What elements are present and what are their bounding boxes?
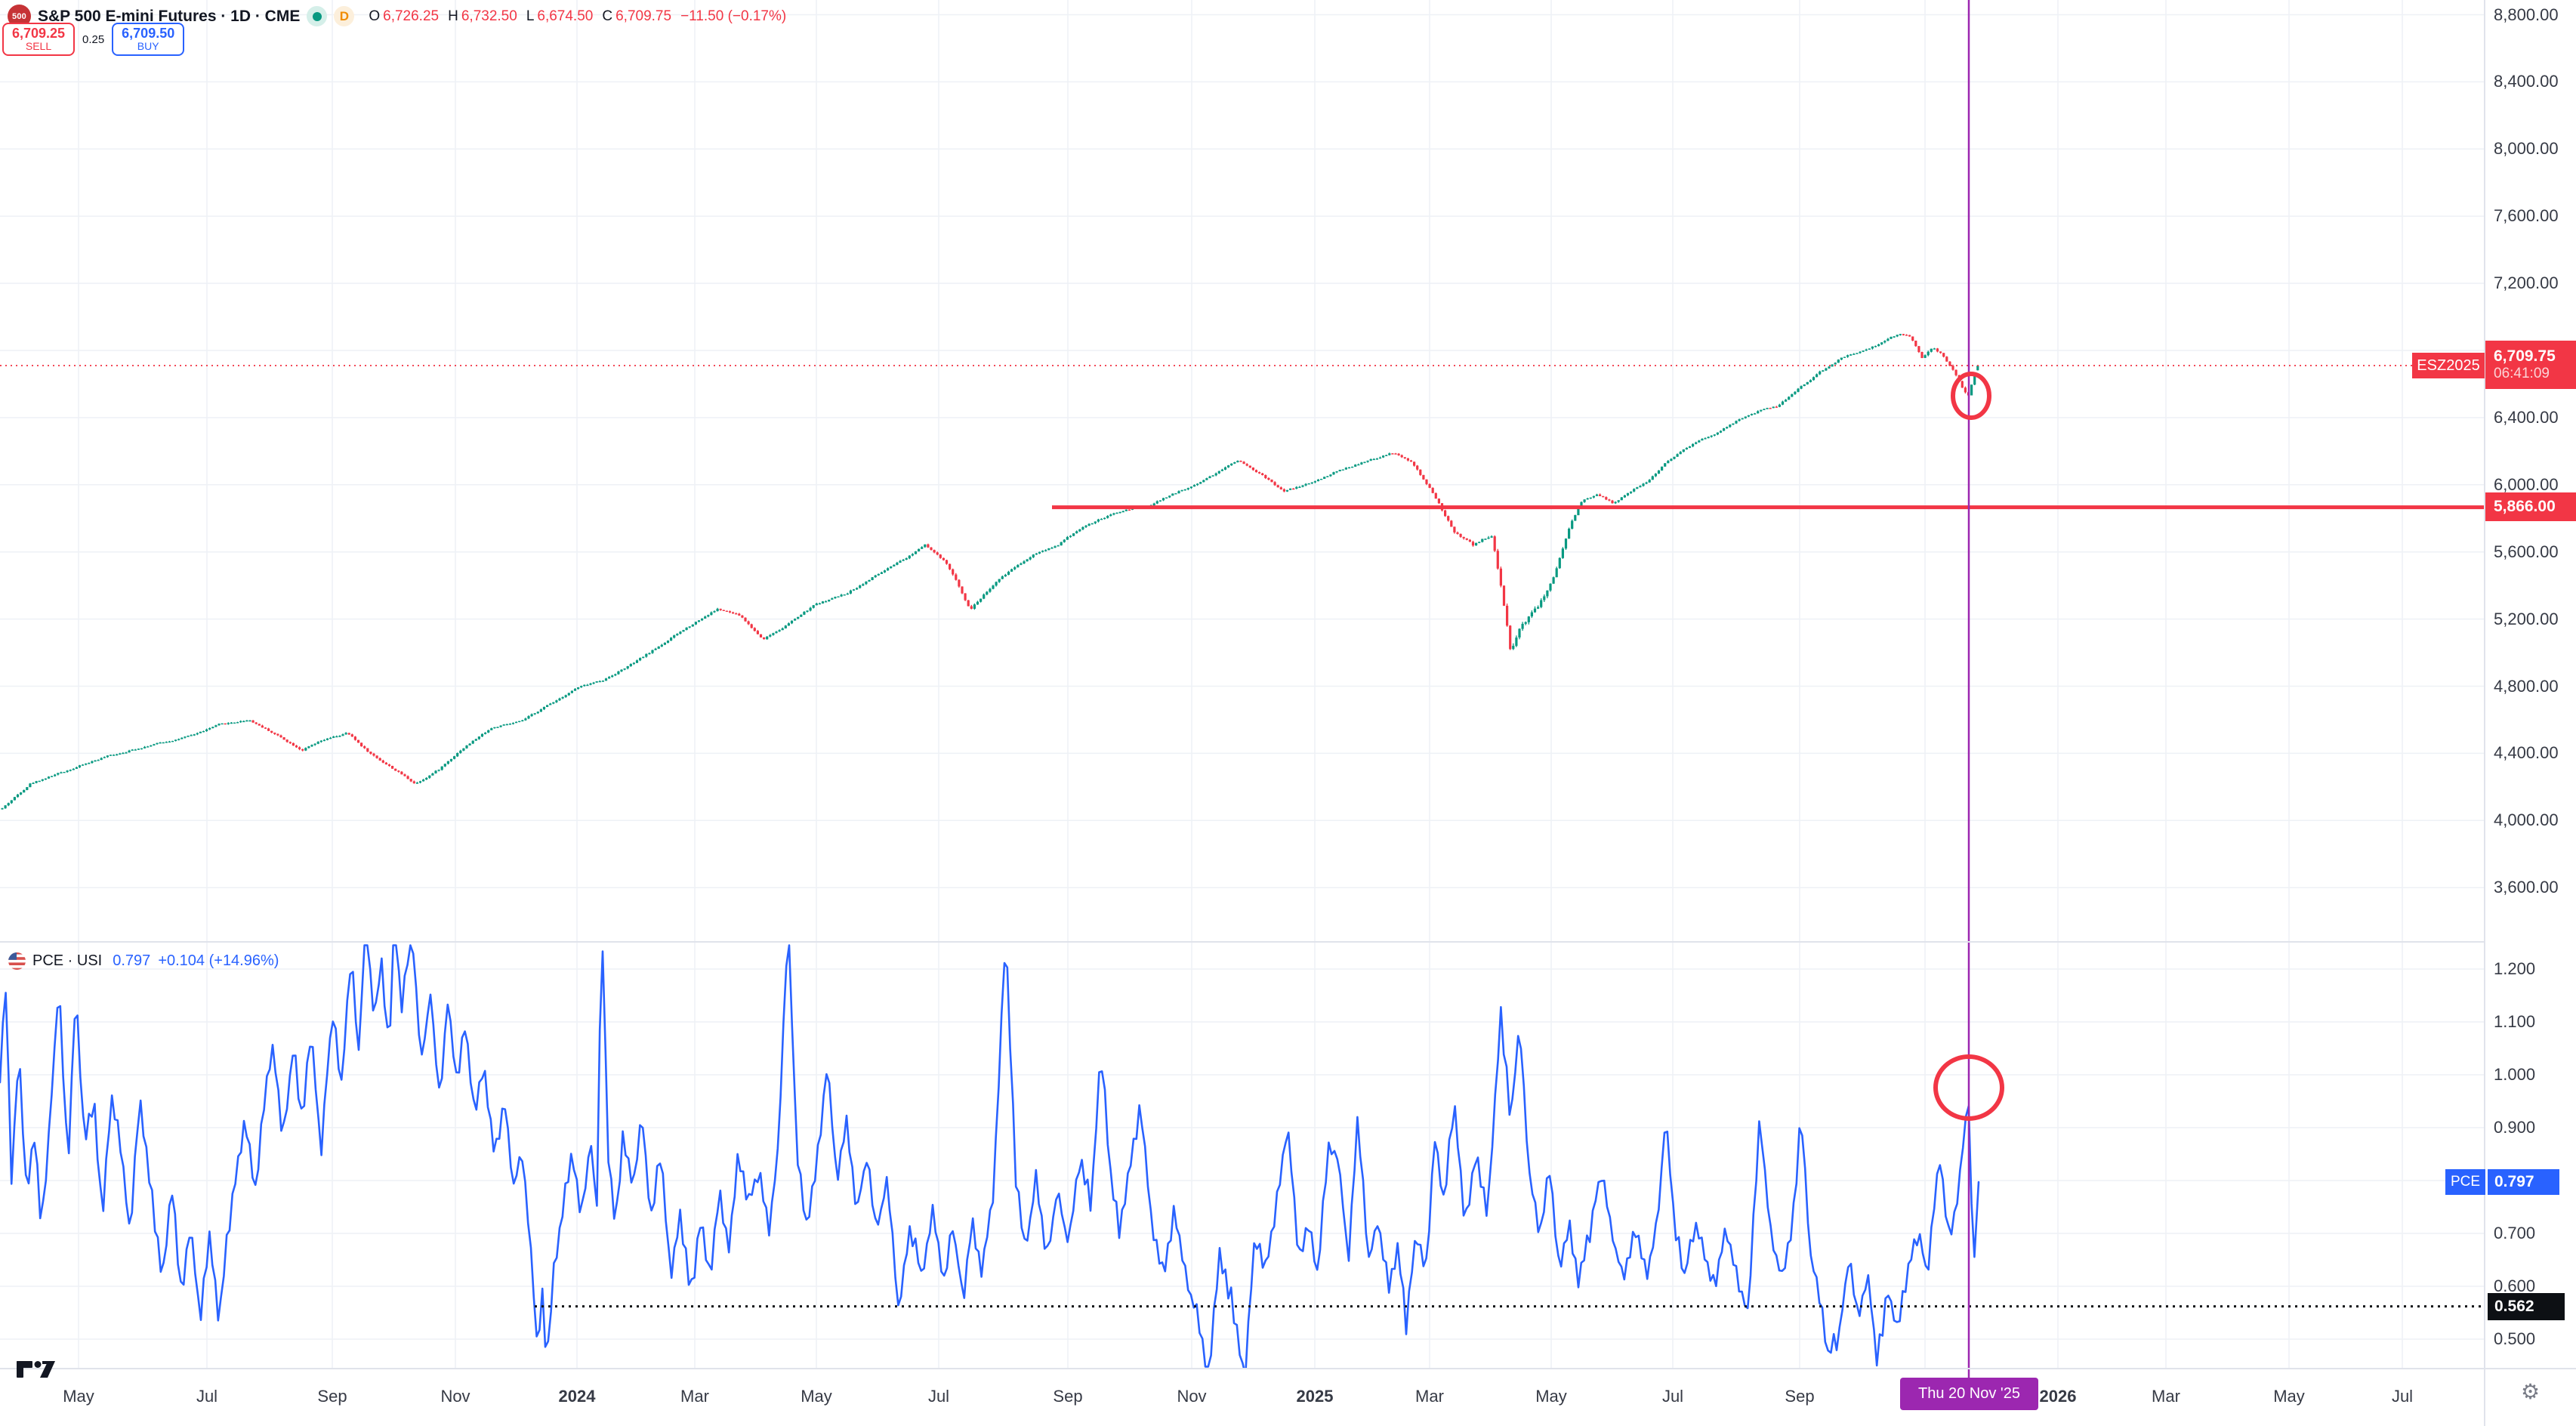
sell-button[interactable]: 6,709.25 SELL [2,23,75,56]
time-scale-label: Nov [440,1387,470,1406]
symbol-title[interactable]: S&P 500 E-mini Futures · 1D · CME [38,7,301,25]
low-label: L [526,8,535,24]
indicator-change: +0.104 (+14.96%) [158,952,279,969]
horizontal-line-price-badge: 5,866.00 [2485,492,2576,521]
time-scale-label: Jul [2391,1387,2414,1406]
spread-value: 0.25 [82,32,105,46]
price-scale-label: 3,600.00 [2494,878,2559,897]
indicator-scale-label: 0.500 [2494,1329,2536,1348]
us-flag-icon [8,952,26,970]
last-price: 6,709.75 [2494,347,2556,365]
time-scale-label: Mar [1415,1387,1444,1406]
symbol-price-label: ESZ2025 [2412,353,2485,378]
time-scale-label: Mar [2152,1387,2180,1406]
open-label: O [369,8,381,24]
time-scale-label: May [2273,1387,2305,1406]
pce-axis-value-badge: 0.797 [2488,1169,2559,1195]
time-scale-label: 2025 [1296,1387,1334,1406]
price-scale-label: 8,800.00 [2494,5,2559,24]
time-scale-label: May [801,1387,832,1406]
time-scale-label: Sep [1785,1387,1815,1406]
last-price-badge: 6,709.75 06:41:09 [2485,341,2576,389]
level-line-value-badge: 0.562 [2488,1293,2565,1320]
time-scale-label: May [1535,1387,1567,1406]
ohlc-row: O 6,726.25 H 6,732.50 L 6,674.50 C 6,709… [369,8,786,25]
buy-price: 6,709.50 [122,26,175,42]
time-scale-label: Nov [1177,1387,1207,1406]
time-scale-label: May [63,1387,94,1406]
circle-drawing-pce[interactable] [1933,1054,2004,1121]
price-scale-label: 5,600.00 [2494,542,2559,561]
delayed-data-icon[interactable]: D [334,6,355,26]
gear-icon[interactable]: ⚙ [2521,1379,2541,1404]
time-scale-label: Jul [927,1387,950,1406]
time-scale-label: Jul [196,1387,218,1406]
close-countdown: 06:41:09 [2494,366,2550,381]
price-scale-label: 8,000.00 [2494,139,2559,159]
sell-label: SELL [25,40,52,53]
circle-drawing-price[interactable] [1951,372,1991,421]
symbol-header: 500 S&P 500 E-mini Futures · 1D · CME D … [8,5,786,28]
buy-button[interactable]: 6,709.50 BUY [112,23,185,56]
high-value: 6,732.50 [461,8,517,24]
time-scale-label: 2026 [2039,1387,2077,1406]
indicator-scale-label: 1.000 [2494,1065,2536,1084]
time-scale-label: Jul [1661,1387,1684,1406]
indicator-scale-label: 1.100 [2494,1012,2536,1031]
indicator-scale-label: 0.600 [2494,1276,2536,1295]
delayed-data-letter: D [339,8,349,23]
price-scale-label: 4,400.00 [2494,743,2559,763]
close-value: 6,709.75 [615,8,672,24]
pce-axis-name-badge: PCE [2445,1169,2485,1195]
time-scale-label: Mar [680,1387,709,1406]
price-scale-label: 4,000.00 [2494,810,2559,830]
pce-line-series [0,944,1980,1369]
price-scale-label: 6,000.00 [2494,474,2559,494]
low-value: 6,674.50 [537,8,594,24]
buy-label: BUY [137,40,159,53]
market-status-icon[interactable] [307,6,328,26]
candlestick-series [1,334,1979,810]
indicator-header[interactable]: PCE · USI 0.797 +0.104 (+14.96%) [8,952,279,971]
price-scale-label: 7,200.00 [2494,273,2559,293]
price-scale-label: 8,400.00 [2494,72,2559,91]
close-label: C [602,8,613,24]
open-value: 6,726.25 [383,8,440,24]
change-value: −11.50 (−0.17%) [680,8,787,24]
price-scale-label: 5,200.00 [2494,609,2559,628]
sell-price: 6,709.25 [11,26,66,42]
order-panel: 6,709.25 SELL 0.25 6,709.50 BUY [2,23,185,56]
time-scale-label: 2024 [558,1387,596,1406]
time-scale-label: Sep [1053,1387,1083,1406]
time-scale-label: Sep [317,1387,347,1406]
indicator-scale-label: 0.900 [2494,1118,2536,1137]
indicator-name: PCE · USI [32,952,103,969]
price-scale-label: 4,800.00 [2494,676,2559,696]
high-label: H [448,8,458,24]
price-scale-label: 6,400.00 [2494,407,2559,427]
indicator-scale-label: 0.700 [2494,1224,2536,1242]
tradingview-logo-icon[interactable] [17,1357,59,1381]
crosshair-date-badge: Thu 20 Nov '25 [1900,1378,2038,1410]
price-scale-label: 7,600.00 [2494,206,2559,226]
indicator-value: 0.797 [113,952,151,969]
sp500-logo-text: 500 [12,11,26,21]
indicator-scale-label: 1.200 [2494,959,2536,978]
